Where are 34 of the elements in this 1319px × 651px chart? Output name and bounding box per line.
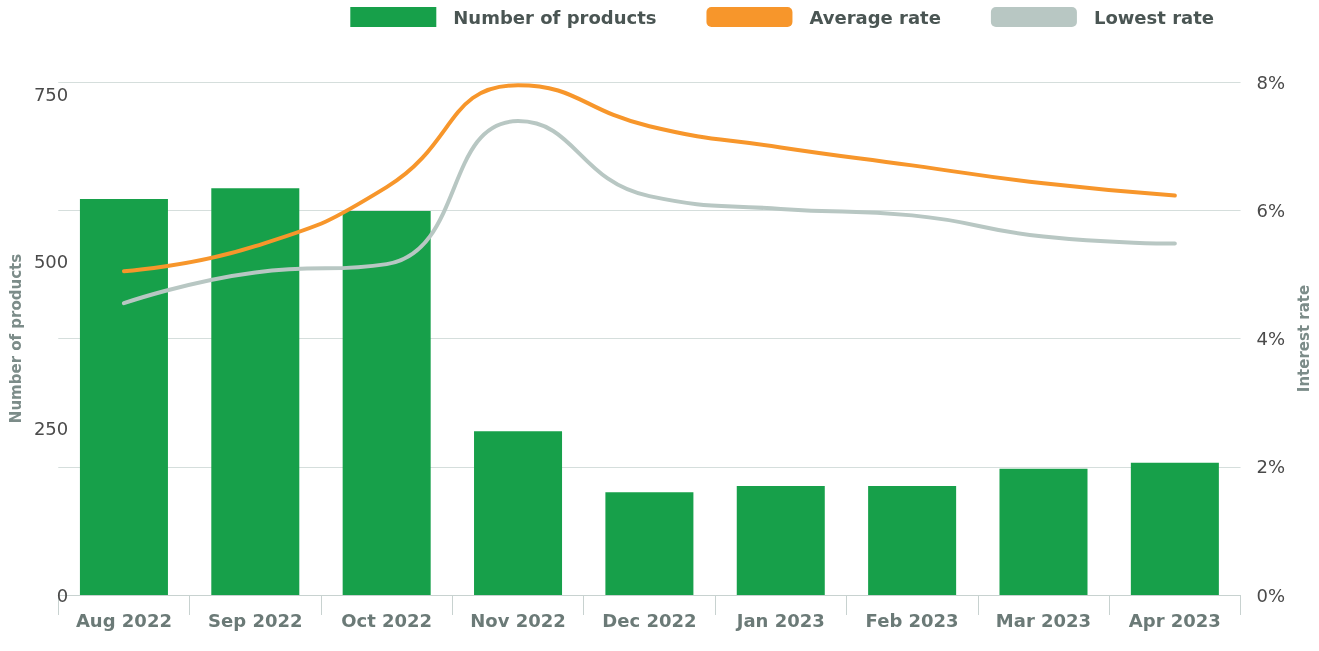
legend-label: Number of products	[453, 6, 657, 28]
bar	[736, 486, 825, 595]
bar	[211, 188, 300, 595]
bar	[605, 492, 694, 595]
x-tick-label: Nov 2022	[470, 609, 566, 631]
line-series	[121, 83, 1177, 274]
bar	[474, 431, 563, 595]
bar	[1130, 462, 1219, 595]
legend-label: Lowest rate	[1093, 6, 1214, 28]
x-tick-label: Dec 2022	[602, 609, 697, 631]
y-tick-label: 750	[33, 83, 69, 105]
y-tick-label: 250	[33, 417, 69, 439]
line-series	[121, 119, 1177, 306]
y-tick-label: 0	[56, 584, 69, 606]
x-tick-label: Apr 2023	[1128, 609, 1221, 631]
x-tick-label: Oct 2022	[341, 609, 433, 631]
bar	[868, 486, 957, 595]
y2-axis-title: Interest rate	[1294, 284, 1313, 393]
x-tick-label: Feb 2023	[865, 609, 959, 631]
y-axis-title: Number of products	[6, 253, 25, 424]
bar	[999, 468, 1088, 595]
x-tick-label: Aug 2022	[75, 609, 172, 631]
y2-tick-label: 2%	[1256, 456, 1286, 478]
bar	[342, 210, 431, 595]
y-tick-label: 500	[33, 250, 69, 272]
x-tick-label: Sep 2022	[208, 609, 303, 631]
x-tick-label: Mar 2023	[995, 609, 1092, 631]
x-tick-label: Jan 2023	[734, 609, 825, 631]
y2-tick-label: 0%	[1256, 584, 1286, 606]
bar	[79, 198, 168, 595]
legend-label: Average rate	[809, 6, 941, 28]
y2-tick-label: 8%	[1256, 71, 1286, 93]
y2-tick-label: 6%	[1256, 199, 1286, 221]
y2-tick-label: 4%	[1256, 328, 1286, 349]
